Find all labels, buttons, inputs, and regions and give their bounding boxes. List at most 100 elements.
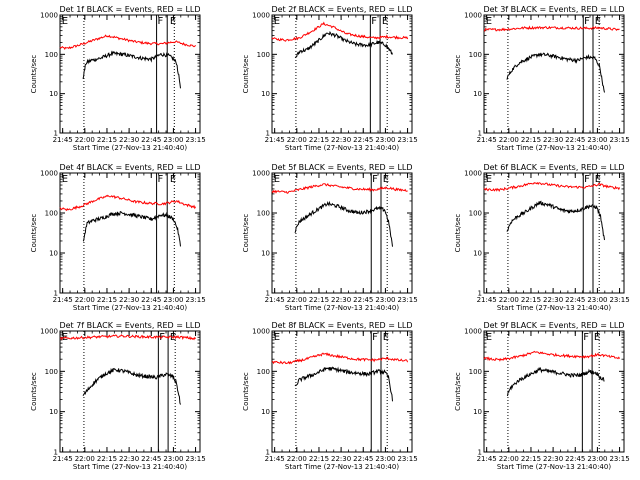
chart-panel-5: Det 5f BLACK = Events, RED = LLD 1 10 100 10… xyxy=(242,163,418,312)
region-marker-e: E xyxy=(486,16,492,27)
x-tick-label: 22:15 xyxy=(97,296,117,304)
lld-series-line xyxy=(483,350,621,362)
x-tick-label: 22:30 xyxy=(331,455,351,463)
y-tick-label: 1 xyxy=(54,130,58,138)
region-marker-e: E xyxy=(170,16,176,27)
chart-title: Det 7f BLACK = Events, RED = LLD xyxy=(59,321,200,330)
x-tick-label: 22:00 xyxy=(75,136,95,144)
y-tick-label: 1 xyxy=(266,130,270,138)
events-series-line xyxy=(294,200,393,247)
x-tick-label: 22:30 xyxy=(331,136,351,144)
x-tick-label: 21:45 xyxy=(53,136,73,144)
y-tick-label: 1000 xyxy=(464,328,482,336)
x-tick-label: 23:15 xyxy=(185,455,205,463)
x-axis-label: Start Time (27-Nov-13 21:40:40) xyxy=(497,304,611,312)
x-tick-label: 22:00 xyxy=(499,455,519,463)
chart-title: Det 3f BLACK = Events, RED = LLD xyxy=(483,5,624,14)
events-series-line xyxy=(506,200,605,241)
x-tick-label: 22:15 xyxy=(309,136,329,144)
chart-panel-9: Det 9f BLACK = Events, RED = LLD 1 10 100 10… xyxy=(454,321,630,471)
x-tick-label: 23:00 xyxy=(587,296,607,304)
x-tick-label: 23:15 xyxy=(185,296,205,304)
x-tick-label: 22:00 xyxy=(287,296,307,304)
region-marker-e: E xyxy=(382,16,388,27)
region-marker-f: F xyxy=(584,16,590,27)
events-series-line xyxy=(506,52,605,93)
y-tick-label: 1000 xyxy=(40,170,58,178)
y-tick-label: 10 xyxy=(473,90,482,98)
x-tick-label: 22:45 xyxy=(565,296,585,304)
y-tick-label: 10 xyxy=(49,250,58,258)
region-marker-e: E xyxy=(383,332,389,343)
y-axis-label: Counts/sec xyxy=(242,214,250,253)
y-axis-label: Counts/sec xyxy=(30,55,38,94)
region-marker-e: E xyxy=(274,332,280,343)
x-tick-label: 21:45 xyxy=(477,455,497,463)
plot-frame xyxy=(59,330,201,453)
x-tick-label: 22:30 xyxy=(331,296,351,304)
y-tick-label: 10 xyxy=(473,250,482,258)
x-tick-label: 21:45 xyxy=(477,136,497,144)
y-tick-label: 1 xyxy=(54,449,58,457)
x-tick-label: 22:45 xyxy=(141,296,161,304)
y-axis-label: Counts/sec xyxy=(242,55,250,94)
x-tick-label: 22:00 xyxy=(499,296,519,304)
y-axis-label: Counts/sec xyxy=(30,372,38,411)
y-tick-label: 100 xyxy=(45,368,58,376)
y-tick-label: 100 xyxy=(469,210,482,218)
plot-frame xyxy=(271,330,413,453)
x-tick-label: 22:00 xyxy=(75,296,95,304)
y-tick-label: 100 xyxy=(45,51,58,59)
x-tick-label: 23:00 xyxy=(587,136,607,144)
x-tick-label: 21:45 xyxy=(265,455,285,463)
chart-title: Det 8f BLACK = Events, RED = LLD xyxy=(271,321,412,330)
y-tick-label: 1 xyxy=(266,449,270,457)
lld-series-line xyxy=(271,21,409,42)
region-marker-e: E xyxy=(62,174,68,185)
y-tick-label: 1 xyxy=(478,449,482,457)
y-tick-label: 1000 xyxy=(40,328,58,336)
plot-frame xyxy=(59,14,201,134)
x-tick-label: 23:15 xyxy=(609,455,629,463)
y-axis-label: Counts/sec xyxy=(242,372,250,411)
region-marker-f: F xyxy=(584,174,590,185)
x-axis-label: Start Time (27-Nov-13 21:40:40) xyxy=(285,463,399,471)
y-tick-label: 1 xyxy=(478,290,482,298)
x-tick-label: 22:45 xyxy=(565,136,585,144)
x-tick-label: 23:00 xyxy=(375,136,395,144)
y-tick-label: 1000 xyxy=(252,170,270,178)
region-marker-f: F xyxy=(372,332,378,343)
x-tick-label: 23:15 xyxy=(609,136,629,144)
x-tick-label: 22:45 xyxy=(565,455,585,463)
y-tick-label: 10 xyxy=(261,408,270,416)
region-marker-f: F xyxy=(157,16,163,27)
x-axis-label: Start Time (27-Nov-13 21:40:40) xyxy=(285,144,399,152)
region-marker-e: E xyxy=(594,332,600,343)
lld-series-line xyxy=(271,352,409,365)
y-tick-label: 10 xyxy=(261,250,270,258)
x-tick-label: 22:45 xyxy=(353,455,373,463)
x-tick-label: 22:00 xyxy=(287,136,307,144)
lld-series-line xyxy=(483,25,620,32)
y-tick-label: 10 xyxy=(261,90,270,98)
x-axis-label: Start Time (27-Nov-13 21:40:40) xyxy=(497,463,611,471)
x-tick-label: 22:45 xyxy=(353,296,373,304)
chart-panel-4: Det 4f BLACK = Events, RED = LLD 1 10 100 10… xyxy=(30,163,206,312)
region-marker-e: E xyxy=(274,174,280,185)
region-marker-e: E xyxy=(62,16,68,27)
chart-panel-1: Det 1f BLACK = Events, RED = LLD 1 10 100 10… xyxy=(30,5,206,152)
plot-frame xyxy=(483,14,625,134)
chart-title: Det 9f BLACK = Events, RED = LLD xyxy=(483,321,624,330)
plot-frame xyxy=(59,172,201,294)
y-tick-label: 10 xyxy=(473,408,482,416)
y-axis-label: Counts/sec xyxy=(30,214,38,253)
lld-series-line xyxy=(59,334,196,341)
chart-title: Det 2f BLACK = Events, RED = LLD xyxy=(271,5,412,14)
region-marker-f: F xyxy=(371,16,377,27)
y-tick-label: 1000 xyxy=(252,328,270,336)
x-tick-label: 21:45 xyxy=(53,296,73,304)
x-tick-label: 21:45 xyxy=(265,296,285,304)
x-tick-label: 22:30 xyxy=(543,296,563,304)
chart-title: Det 6f BLACK = Events, RED = LLD xyxy=(483,163,624,172)
chart-panel-6: Det 6f BLACK = Events, RED = LLD 1 10 100 10… xyxy=(454,163,630,312)
